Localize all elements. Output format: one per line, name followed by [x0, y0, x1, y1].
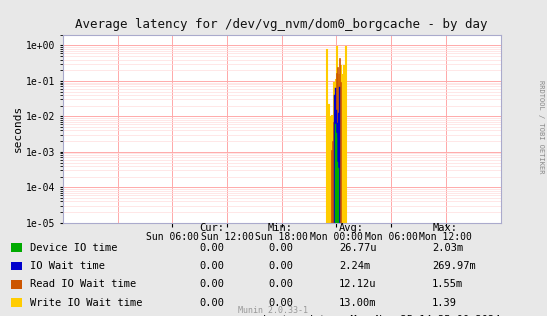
Text: Last update:  Mon Nov 25 14:35:00 2024: Last update: Mon Nov 25 14:35:00 2024	[263, 315, 500, 316]
Text: 0.00: 0.00	[268, 298, 293, 308]
Text: 26.77u: 26.77u	[339, 243, 377, 253]
Text: 0.00: 0.00	[268, 243, 293, 253]
Text: RRDTOOL / TOBI OETIKER: RRDTOOL / TOBI OETIKER	[538, 80, 544, 173]
Text: 0.00: 0.00	[200, 279, 225, 289]
Text: 2.24m: 2.24m	[339, 261, 370, 271]
Text: Device IO time: Device IO time	[30, 243, 118, 253]
Text: 0.00: 0.00	[268, 261, 293, 271]
Text: Write IO Wait time: Write IO Wait time	[30, 298, 143, 308]
Text: 2.03m: 2.03m	[432, 243, 463, 253]
Text: Munin 2.0.33-1: Munin 2.0.33-1	[238, 307, 309, 315]
Text: 12.12u: 12.12u	[339, 279, 377, 289]
Y-axis label: seconds: seconds	[13, 105, 23, 152]
Text: 13.00m: 13.00m	[339, 298, 377, 308]
Text: IO Wait time: IO Wait time	[30, 261, 105, 271]
Text: 0.00: 0.00	[200, 298, 225, 308]
Text: 0.00: 0.00	[200, 261, 225, 271]
Text: Read IO Wait time: Read IO Wait time	[30, 279, 136, 289]
Text: Cur:: Cur:	[200, 223, 225, 233]
Text: 1.55m: 1.55m	[432, 279, 463, 289]
Text: 0.00: 0.00	[200, 243, 225, 253]
Text: Max:: Max:	[432, 223, 457, 233]
Text: 1.39: 1.39	[432, 298, 457, 308]
Title: Average latency for /dev/vg_nvm/dom0_borgcache - by day: Average latency for /dev/vg_nvm/dom0_bor…	[75, 18, 488, 31]
Text: Min:: Min:	[268, 223, 293, 233]
Text: Avg:: Avg:	[339, 223, 364, 233]
Text: 269.97m: 269.97m	[432, 261, 476, 271]
Text: 0.00: 0.00	[268, 279, 293, 289]
